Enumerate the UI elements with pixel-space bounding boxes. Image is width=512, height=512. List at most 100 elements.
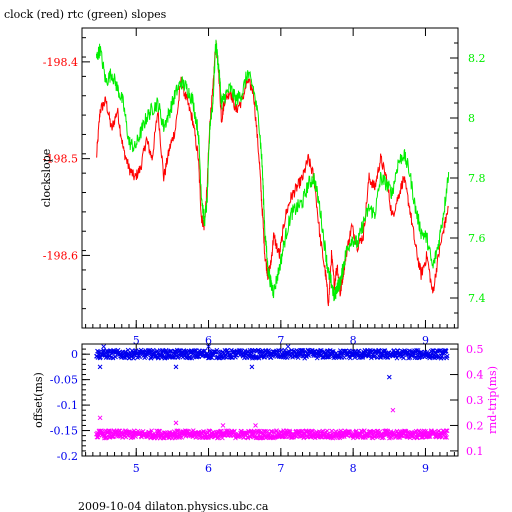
magenta-point bbox=[161, 435, 167, 441]
blue-point bbox=[360, 355, 366, 360]
footer-label: 2009-10-04 dilaton.physics.ubc.ca bbox=[78, 500, 269, 512]
magenta-point bbox=[443, 428, 449, 434]
y-right-tick-label: 7.4 bbox=[468, 292, 486, 305]
magenta-point bbox=[94, 434, 100, 440]
top-left-axis: -198.4 -198.5 -198.6 bbox=[43, 37, 90, 329]
magenta-point bbox=[442, 435, 448, 440]
y-tick-label: -198.5 bbox=[43, 153, 78, 166]
blue-outlier-point bbox=[249, 364, 255, 370]
top-y-axis-label: clockslope bbox=[40, 149, 53, 207]
y-tick-label: -198.4 bbox=[43, 56, 78, 69]
blue-point bbox=[443, 348, 449, 354]
y-tick-label: -0.15 bbox=[50, 425, 78, 438]
magenta-point bbox=[296, 430, 302, 435]
blue-point bbox=[394, 355, 400, 361]
top-panel: -198.4 -198.5 -198.6 8.2 8 7.8 7.6 7.4 5 6 7 8 9 c… bbox=[40, 27, 486, 347]
x-tick-label: 9 bbox=[422, 334, 429, 347]
chart-title: clock (red) rtc (green) slopes bbox=[4, 8, 167, 21]
bottom-panel: 0 -0.05 -0.1 -0.15 -0.2 0.5 0.4 0.3 0.2 0.1 5 6 7 8… bbox=[32, 343, 499, 475]
magenta-point bbox=[425, 429, 431, 435]
magenta-outlier-point bbox=[97, 415, 103, 421]
y-tick-label: 0 bbox=[71, 348, 78, 361]
x-tick-label: 6 bbox=[205, 334, 212, 347]
green-series-line bbox=[96, 39, 450, 302]
y-tick-label: -0.2 bbox=[57, 450, 78, 463]
y-right-tick-label: 8 bbox=[468, 112, 475, 125]
blue-outlier-point bbox=[173, 364, 179, 370]
magenta-point bbox=[147, 430, 153, 436]
x-tick-label: 8 bbox=[350, 462, 357, 475]
blue-point bbox=[444, 353, 450, 359]
y-tick-label: -0.05 bbox=[50, 374, 78, 387]
blue-point bbox=[369, 355, 374, 361]
top-series-group bbox=[96, 39, 450, 307]
y-right-tick-label: 7.8 bbox=[468, 172, 486, 185]
bottom-series-group bbox=[94, 344, 450, 441]
bottom-x-axis: 5 6 7 8 9 bbox=[85, 344, 455, 475]
x-tick-label: 6 bbox=[205, 462, 212, 475]
magenta-point bbox=[444, 428, 450, 434]
magenta-point bbox=[444, 435, 450, 440]
magenta-point bbox=[216, 435, 221, 440]
x-tick-label: 9 bbox=[422, 462, 429, 475]
x-tick-label: 8 bbox=[350, 334, 357, 347]
magenta-point bbox=[320, 428, 326, 434]
blue-point bbox=[162, 355, 168, 361]
magenta-point bbox=[174, 428, 180, 434]
blue-point bbox=[314, 355, 320, 361]
y-right-tick-label: 0.5 bbox=[466, 343, 484, 356]
magenta-point bbox=[421, 428, 427, 434]
blue-point bbox=[170, 355, 176, 360]
y-right-tick-label: 8.2 bbox=[468, 52, 486, 65]
bottom-right-axis: 0.5 0.4 0.3 0.2 0.1 bbox=[450, 343, 484, 458]
magenta-point bbox=[248, 434, 253, 440]
red-series-line bbox=[96, 40, 449, 307]
magenta-outlier-point bbox=[253, 423, 258, 428]
magenta-point bbox=[362, 428, 367, 433]
magenta-point bbox=[149, 428, 155, 434]
x-tick-label: 7 bbox=[277, 462, 284, 475]
x-tick-label: 7 bbox=[277, 334, 284, 347]
blue-outlier-point bbox=[206, 344, 211, 349]
blue-point bbox=[131, 355, 136, 361]
magenta-point bbox=[423, 428, 428, 434]
magenta-point bbox=[156, 428, 162, 434]
y-right-tick-label: 7.6 bbox=[468, 232, 486, 245]
blue-outlier-point bbox=[101, 344, 107, 349]
magenta-point bbox=[338, 428, 344, 434]
magenta-outlier-point bbox=[173, 420, 179, 426]
blue-outlier-point bbox=[97, 364, 103, 370]
y-tick-label: -0.1 bbox=[57, 399, 78, 412]
blue-point bbox=[401, 355, 406, 361]
bottom-right-axis-label: rnd-trip(ms) bbox=[486, 366, 499, 434]
bottom-left-axis: 0 -0.05 -0.1 -0.15 -0.2 bbox=[50, 348, 90, 463]
blue-point bbox=[151, 350, 157, 356]
y-right-tick-label: 0.3 bbox=[466, 394, 484, 407]
blue-outlier-point bbox=[386, 374, 392, 380]
top-x-axis: 5 6 7 8 9 bbox=[85, 28, 455, 347]
y-tick-label: -198.6 bbox=[43, 249, 78, 262]
blue-point bbox=[330, 349, 336, 354]
blue-point bbox=[110, 355, 116, 361]
magenta-point bbox=[344, 432, 350, 438]
blue-point bbox=[352, 355, 358, 360]
blue-point bbox=[297, 351, 303, 357]
top-right-axis: 8.2 8 7.8 7.6 7.4 bbox=[450, 27, 486, 314]
magenta-outlier-point bbox=[220, 423, 226, 428]
bottom-left-axis-label: offset(ms) bbox=[32, 372, 45, 428]
blue-outlier-point bbox=[285, 344, 291, 349]
blue-point bbox=[189, 355, 195, 361]
blue-point bbox=[366, 353, 371, 359]
y-right-tick-label: 0.4 bbox=[466, 369, 484, 382]
y-right-tick-label: 0.2 bbox=[466, 419, 484, 432]
x-tick-label: 5 bbox=[133, 334, 140, 347]
blue-point bbox=[113, 354, 118, 360]
magenta-point bbox=[194, 434, 200, 440]
y-right-tick-label: 0.1 bbox=[466, 445, 484, 458]
x-tick-label: 5 bbox=[133, 462, 140, 475]
blue-point bbox=[257, 349, 263, 354]
magenta-point bbox=[96, 432, 101, 438]
magenta-outlier-point bbox=[390, 407, 396, 413]
